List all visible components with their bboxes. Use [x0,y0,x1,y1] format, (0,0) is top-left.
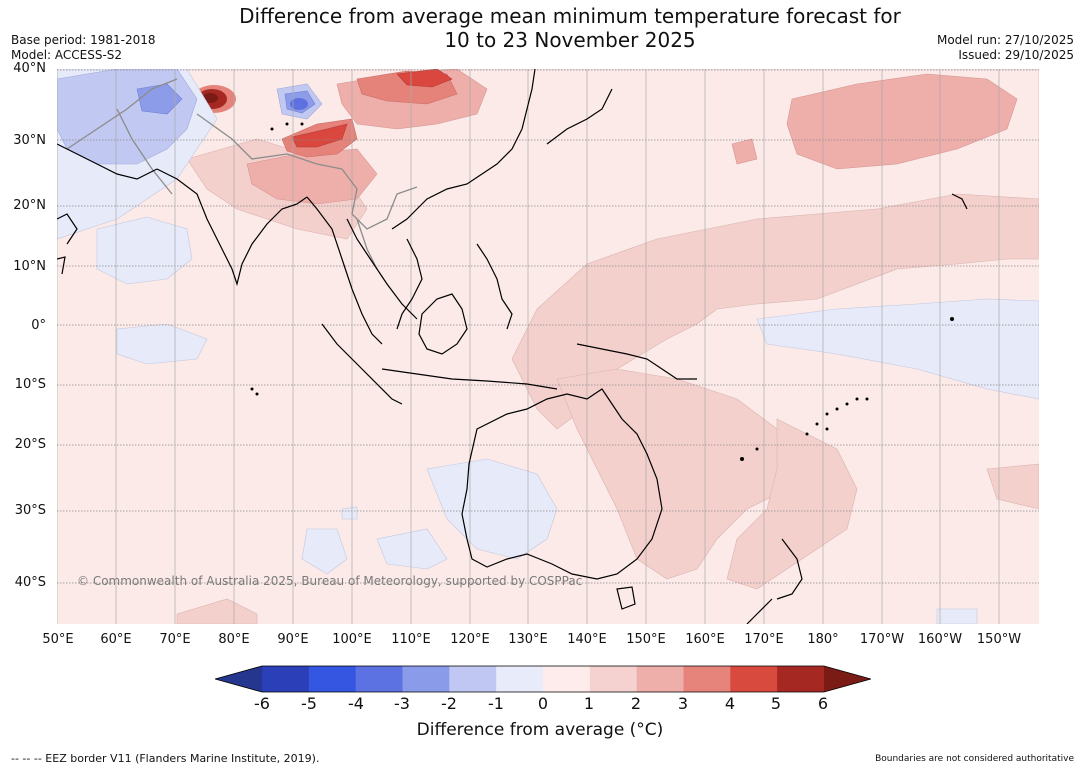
colorbar-segment [355,666,403,692]
base-period: Base period: 1981-2018 [11,33,156,47]
colorbar-tick-neg4: -4 [348,694,364,713]
colorbar-outline [215,665,871,693]
coastlines [57,69,968,624]
lon-label-60e: 60°E [100,632,132,647]
title-line-2: 10 to 23 November 2025 [444,28,696,52]
colorbar-tick-4: 4 [724,694,736,713]
country-borders [66,78,418,270]
colorbar-tick-1: 1 [583,694,595,713]
lon-label-130e: 130°E [508,632,548,647]
colorbar-high-extend [824,666,871,692]
lon-label-150w: 150°W [976,632,1022,647]
graticule-longitude [57,69,1000,624]
lat-label-40s: 40°S [14,575,46,590]
colorbar-tick-neg3: -3 [394,694,410,713]
eez-border-note: -- -- -- EEZ border V11 (Flanders Marine… [11,752,320,765]
colorbar-tick-6: 6 [817,694,829,713]
colorbar-segment [589,666,638,692]
map-title: Difference from average mean minimum tem… [150,4,990,52]
lon-label-160w: 160°W [917,632,963,647]
colorbar-segment [402,666,450,692]
colorbar-segment [262,666,310,692]
lat-label-20n: 20°N [13,198,46,213]
colorbar [215,665,871,693]
colorbar-segment [496,666,544,692]
model-run: Model run: 27/10/2025 [936,33,1074,47]
island-markers [250,122,954,461]
lon-label-110e: 110°E [391,632,431,647]
lon-label-80e: 80°E [218,632,250,647]
forecast-map[interactable]: © Commonwealth of Australia 2025, Bureau… [57,69,1039,624]
colorbar-segment [308,666,357,692]
lon-label-160e: 160°E [685,632,725,647]
cool-3-4-regions [290,98,308,110]
colorbar-tick-neg5: -5 [301,694,317,713]
colorbar-tick-neg2: -2 [441,694,457,713]
colorbar-label: Difference from average (°C) [416,720,664,740]
lon-label-70e: 70°E [159,632,191,647]
lat-label-30s: 30°S [14,503,46,518]
lat-label-30n: 30°N [13,133,46,148]
colorbar-segment [730,666,778,692]
lon-label-120e: 120°E [450,632,490,647]
colorbar-segment [636,666,684,692]
lat-label-0: 0° [31,318,46,333]
colorbar-segment [449,666,497,692]
colorbar-tick-neg6: -6 [254,694,270,713]
lon-label-100e: 100°E [332,632,372,647]
colorbar-low-extend [215,666,262,692]
lat-label-20s: 20°S [14,437,46,452]
title-line-1: Difference from average mean minimum tem… [239,4,901,28]
colorbar-segment [777,666,825,692]
colorbar-tick-0: 0 [537,694,549,713]
model-name: Model: ACCESS-S2 [11,48,123,62]
lon-label-140e: 140°E [567,632,607,647]
colorbar-tick-3: 3 [677,694,689,713]
lon-label-180: 180° [807,632,839,647]
lon-label-170w: 170°W [859,632,905,647]
lat-label-10n: 10°N [13,259,46,274]
lat-label-10s: 10°S [14,377,46,392]
boundaries-disclaimer: Boundaries are not considered authoritat… [875,754,1074,764]
lon-label-170e: 170°E [744,632,784,647]
issued-date: Issued: 29/10/2025 [958,48,1074,62]
colorbar-tick-5: 5 [770,694,782,713]
colorbar-segment [683,666,731,692]
lon-label-50e: 50°E [42,632,74,647]
lon-label-150e: 150°E [626,632,666,647]
map-copyright: © Commonwealth of Australia 2025, Bureau… [77,574,582,588]
lon-label-90e: 90°E [277,632,309,647]
warm-1-2-regions [176,69,1039,624]
colorbar-tick-neg1: -1 [488,694,504,713]
colorbar-tick-2: 2 [630,694,642,713]
colorbar-segments [262,666,825,692]
lat-label-40n: 40°N [13,61,46,76]
colorbar-segment [543,666,591,692]
